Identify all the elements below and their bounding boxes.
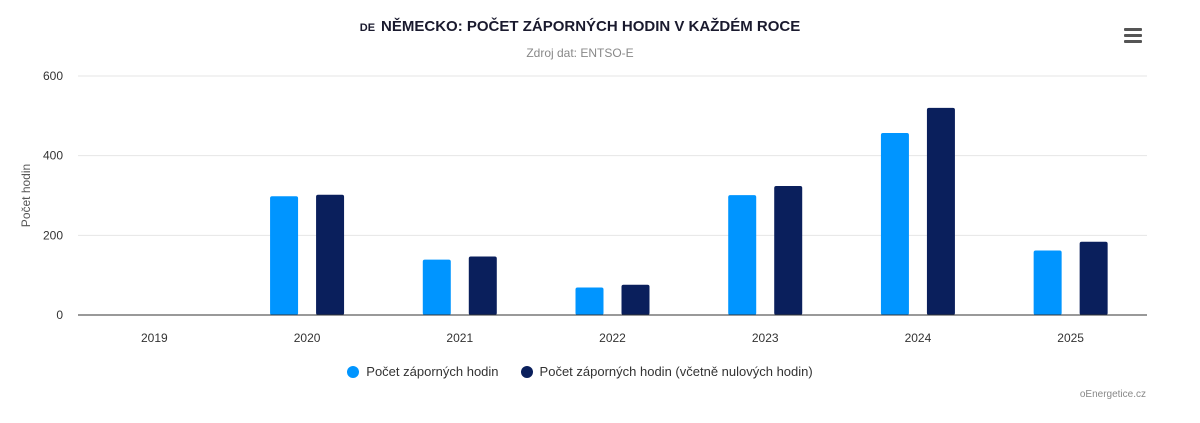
bar-2025-series2 — [1079, 241, 1108, 315]
legend: Počet záporných hodin Počet záporných ho… — [0, 364, 1160, 379]
legend-label-series2: Počet záporných hodin (včetně nulových h… — [539, 364, 813, 379]
flag-code: DE — [359, 22, 376, 34]
bar-2021-series2 — [468, 256, 497, 315]
x-tick-label-2019: 2019 — [141, 331, 168, 345]
y-tick-label-0: 0 — [56, 308, 63, 322]
hamburger-menu-icon[interactable] — [1124, 28, 1142, 44]
credits-link[interactable]: oEnergetice.cz — [1079, 389, 1146, 400]
bar-2025-series1 — [1033, 250, 1062, 315]
chart-title-text: NĚMECKO: POČET ZÁPORNÝCH HODIN V KAŽDÉM … — [381, 18, 801, 35]
x-tick-label-2022: 2022 — [599, 331, 626, 345]
legend-label-series1: Počet záporných hodin — [366, 364, 499, 379]
legend-dot-series2 — [520, 365, 533, 378]
bar-2020-series1 — [270, 196, 299, 315]
bar-2022-series1 — [575, 287, 604, 315]
x-tick-label-2023: 2023 — [752, 331, 779, 345]
bar-2021-series1 — [422, 259, 451, 315]
legend-item-series2[interactable]: Počet záporných hodin (včetně nulových h… — [520, 364, 813, 379]
bar-2023-series1 — [728, 195, 757, 315]
bar-2023-series2 — [774, 185, 803, 315]
x-tick-label-2021: 2021 — [446, 331, 473, 345]
y-tick-label-400: 400 — [43, 149, 63, 163]
bar-2020-series2 — [316, 194, 345, 315]
y-tick-label-200: 200 — [43, 228, 63, 242]
x-tick-label-2025: 2025 — [1057, 331, 1084, 345]
legend-item-series1[interactable]: Počet záporných hodin — [347, 364, 499, 379]
chart-subtitle: Zdroj dat: ENTSO-E — [526, 46, 634, 60]
bar-2024-series1 — [880, 132, 909, 315]
bar-2022-series2 — [621, 284, 650, 315]
x-tick-label-2024: 2024 — [905, 331, 932, 345]
x-tick-label-2020: 2020 — [294, 331, 321, 345]
chart-title: DE NĚMECKO: POČET ZÁPORNÝCH HODIN V KAŽDÉ… — [0, 18, 1160, 35]
bar-2024-series2 — [926, 107, 955, 315]
y-tick-label-600: 600 — [43, 69, 63, 83]
legend-dot-series1 — [347, 365, 360, 378]
y-axis-title: Počet hodin — [19, 164, 33, 227]
